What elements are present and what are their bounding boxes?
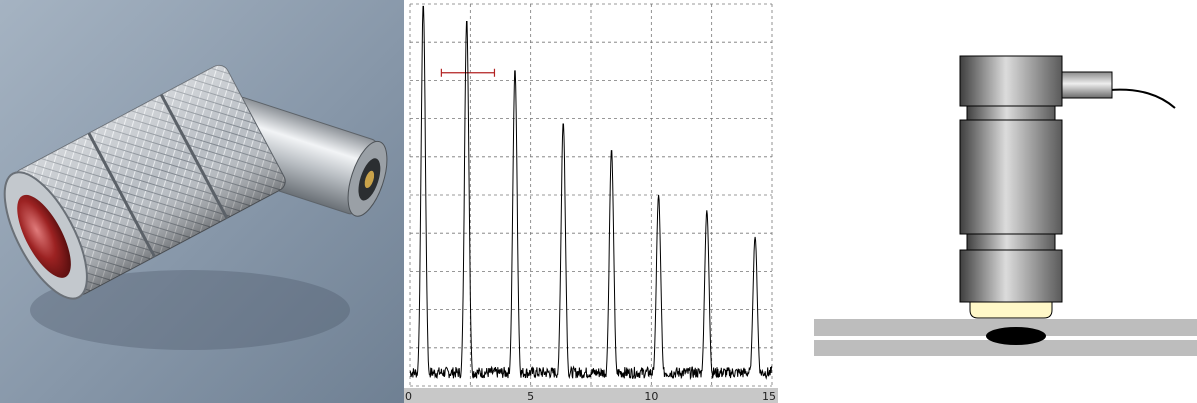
x-axis-ticks: 0 5 10 15 [405, 390, 776, 403]
probe-neck-upper [966, 105, 1056, 121]
probe-photo [0, 0, 404, 403]
test-plate-upper [814, 319, 1197, 336]
probe-crystal [969, 301, 1053, 319]
probe-bottom-housing [959, 249, 1063, 303]
x-tick-label: 0 [405, 390, 412, 403]
ascan-trace [409, 5, 773, 381]
probe-main-body [959, 119, 1063, 235]
x-tick-label: 10 [644, 390, 658, 403]
test-plate-lower [814, 340, 1197, 356]
x-tick-label: 5 [527, 390, 534, 403]
probe-diagram-image [814, 55, 1197, 356]
ascan-display: 0 5 10 15 [404, 0, 778, 403]
x-axis-bar [404, 388, 778, 403]
probe-diagram [800, 0, 1197, 403]
x-tick-label: 15 [762, 390, 776, 403]
probe-top-cap [959, 55, 1063, 107]
cable-line [1109, 88, 1176, 109]
connector-body [1061, 71, 1113, 99]
flaw-indication [986, 327, 1046, 345]
probe-photo-image [0, 0, 404, 403]
ascan-chart: 0 5 10 15 [404, 3, 778, 403]
probe-neck-lower [966, 233, 1056, 251]
